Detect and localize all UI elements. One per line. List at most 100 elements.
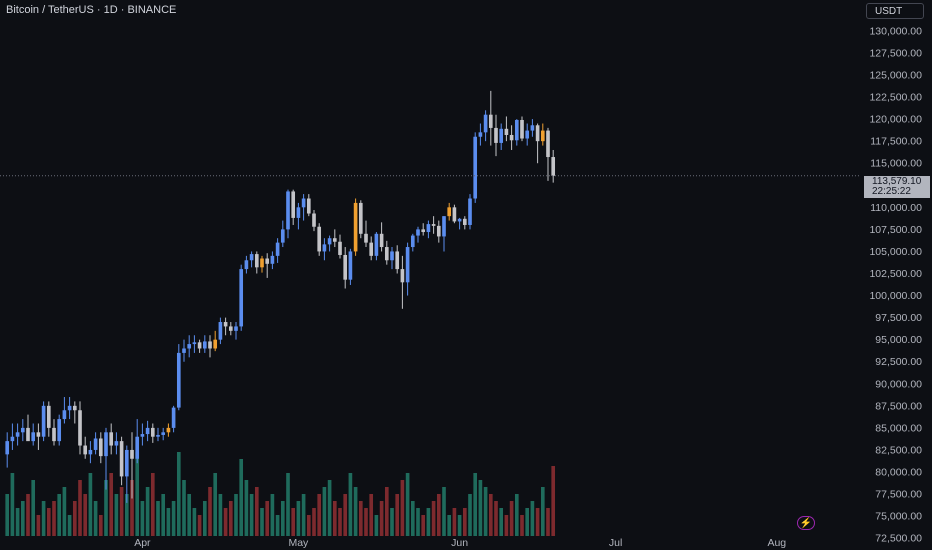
candle-body [223,322,228,327]
candle-body [130,449,134,459]
candle-body [249,254,254,261]
volume-bar [20,501,25,536]
candle-body [114,441,119,446]
price-tick-label: 102,500.00 [869,268,922,280]
volume-bar [119,487,124,536]
candle-body [187,344,192,349]
volume-bar [348,473,353,536]
candle-body [171,407,176,428]
volume-bar [26,494,30,536]
candle-body [488,114,493,128]
candle-body [416,229,420,236]
volume-bar [98,515,103,536]
volume-bar [535,508,540,536]
currency-selector[interactable]: USDT [866,3,924,19]
candle-body [15,432,20,437]
candle-body [452,207,457,222]
candle-body [546,130,550,158]
candle-body [26,427,30,442]
candle-body [296,207,301,218]
candle-body [494,127,498,143]
candle-body [20,427,25,433]
candle-body [473,136,478,199]
candle-body [83,445,88,455]
volume-bar [114,494,119,536]
lightning-icon[interactable]: ⚡ [797,516,815,530]
candle-body [421,229,426,233]
candle-body [156,434,160,437]
volume-bar [145,487,150,536]
volume-bar [187,494,192,536]
volume-bar [431,501,436,536]
candle-body [260,258,264,268]
candle-body [447,207,452,217]
volume-bar [93,501,98,536]
volume-bar [353,487,358,536]
volume-bar [494,501,498,536]
volume-bar [317,494,322,536]
candle-body [457,218,462,222]
volume-bar [525,508,530,536]
candle-body [135,436,140,459]
candle-body [119,441,124,477]
price-tick-label: 130,000.00 [869,25,922,37]
volume-bar [135,452,140,536]
volume-bar [369,494,374,536]
candle-body [405,247,410,283]
price-tick-label: 95,000.00 [875,334,922,346]
volume-bar [457,515,462,536]
price-tick-label: 100,000.00 [869,290,922,302]
candle-body [254,254,259,268]
volume-bar [452,508,457,536]
candle-body [265,258,270,264]
volume-bar [551,466,556,536]
volume-bar [31,480,36,536]
volume-bar [530,501,535,536]
volume-bar [208,487,212,536]
candle-body [540,130,545,142]
volume-bar [88,473,93,536]
volume-bar [546,508,550,536]
candle-body [400,269,405,283]
volume-bar [384,487,389,536]
volume-bar [202,501,207,536]
price-tick-label: 107,500.00 [869,224,922,236]
time-tick-label: Jun [451,537,468,549]
price-tick-label: 122,500.00 [869,92,922,104]
candle-body [343,254,348,280]
volume-bar [36,515,41,536]
bar-countdown: 22:25:22 [872,186,911,197]
candle-body [145,427,150,435]
candle-body [228,326,233,331]
candle-body [462,218,467,225]
candle-body [520,119,524,139]
candle-body [358,202,363,234]
candle-body [483,114,488,133]
volume-bar [265,501,270,536]
price-tick-label: 85,000.00 [875,422,922,434]
price-tick-label: 120,000.00 [869,114,922,126]
volume-bar [46,508,51,536]
volume-bar [192,508,197,536]
volume-bar [332,501,337,536]
candle-body [93,438,98,450]
price-tick-label: 87,500.00 [875,400,922,412]
volume-bar [416,508,420,536]
volume-bar [291,508,296,536]
candle-body [374,233,379,256]
volume-bar [124,494,129,536]
volume-bar [234,494,238,536]
last-price-label: 113,579.10 22:25:22 [864,176,930,198]
price-tick-label: 110,000.00 [870,202,922,214]
volume-bar [228,501,233,536]
candle-body [395,251,400,270]
price-tick-label: 117,500.00 [870,136,922,148]
candle-body [275,242,280,256]
volume-bar [41,501,46,536]
candle-body [379,233,384,248]
volume-bar [374,515,379,536]
candle-body [280,229,285,243]
volume-bar [540,487,545,536]
volume-bar [83,494,88,536]
